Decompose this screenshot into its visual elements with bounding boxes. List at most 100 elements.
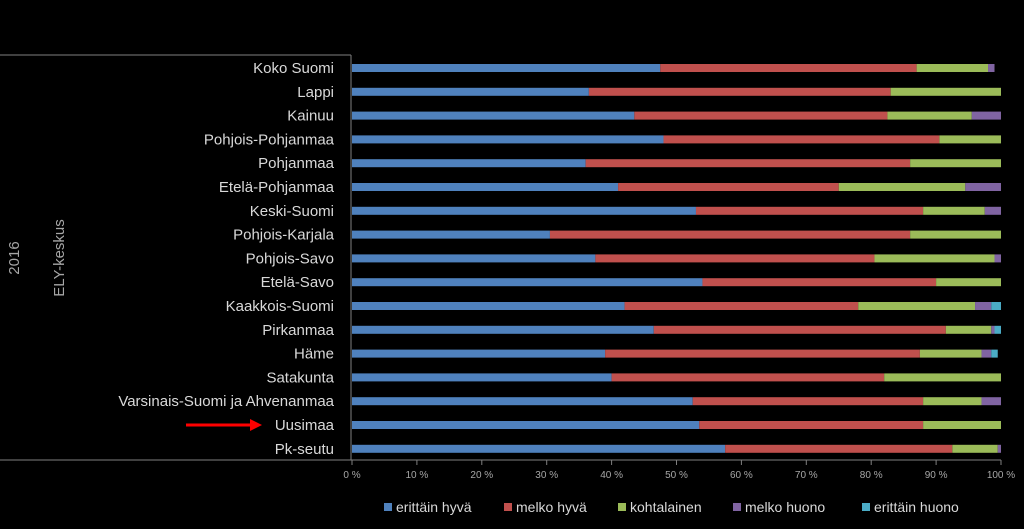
bar-kainuu-melko-huono	[971, 111, 1001, 120]
category-label-varsinais-suomi-ja-ahvenanmaa: Varsinais-Suomi ja Ahvenanmaa	[118, 393, 334, 410]
category-label-pk-seutu: Pk-seutu	[275, 441, 334, 458]
bar-koko-suomi-melko-huono	[988, 64, 995, 72]
bar-pirkanmaa-melko-huono	[991, 325, 995, 334]
bar-keski-suomi-kohtalainen	[923, 206, 985, 215]
bar-pirkanmaa-erittain-hyva	[352, 325, 654, 334]
category-label-lappi: Lappi	[297, 84, 334, 101]
category-labels-group: Koko Suomi Lappi Kainuu Pohjois-Pohjanmaa Po…	[118, 60, 334, 458]
legend-swatch-melko-hyva	[504, 503, 512, 511]
bar-keski-suomi-melko-huono	[984, 206, 1001, 215]
category-label-pohjois-savo: Pohjois-Savo	[246, 250, 334, 267]
x-tick-label: 10 %	[406, 470, 429, 481]
bar-pohjois-savo-erittain-hyva	[352, 254, 596, 263]
bar-pk-seutu-melko-huono	[997, 444, 1001, 453]
bar-koko-suomi-erittain-hyva	[352, 64, 661, 72]
group-label-year: 2016	[6, 241, 23, 274]
legend-swatch-erittain-huono	[862, 503, 870, 511]
bar-etela-pohjanmaa-melko-hyva	[618, 183, 839, 191]
bar-kainuu-erittain-hyva	[352, 111, 635, 120]
bar-pohjois-karjala-melko-hyva	[549, 230, 911, 239]
legend-label-melko-hyva: melko hyvä	[516, 499, 587, 515]
bar-koko-suomi-melko-hyva	[660, 64, 917, 72]
bar-kaakkois-suomi-melko-huono	[975, 302, 992, 310]
category-label-keski-suomi: Keski-Suomi	[250, 203, 334, 220]
bar-etela-savo-melko-hyva	[702, 278, 937, 287]
bar-uusimaa-erittain-hyva	[352, 421, 700, 429]
bar-pohjois-pohjanmaa-melko-hyva	[663, 135, 940, 144]
x-tick-label: 100 %	[987, 470, 1015, 481]
bar-varsinais-suomi-ja-ahvenanmaa-erittain-hyva	[352, 397, 693, 406]
legend-swatch-kohtalainen	[618, 503, 626, 511]
x-tick-label: 90 %	[925, 470, 948, 481]
legend-swatch-erittain-hyva	[384, 503, 392, 511]
legend: erittäin hyvä melko hyvä kohtalainen melko …	[384, 499, 959, 515]
bar-kainuu-kohtalainen	[887, 111, 972, 120]
bar-lappi-kohtalainen	[890, 87, 1001, 96]
bar-hame-erittain-hyva	[352, 349, 606, 358]
bar-etela-pohjanmaa-kohtalainen	[838, 183, 966, 191]
x-tick-label: 30 %	[535, 470, 558, 481]
x-tick-label: 80 %	[860, 470, 883, 481]
bar-pohjanmaa-erittain-hyva	[352, 159, 586, 168]
bar-satakunta-melko-hyva	[611, 373, 885, 382]
x-axis-ticks-group: 0 % 10 % 20 % 30 % 40 % 50 % 60 % 70 % 80 % 90 % 1…	[343, 460, 1015, 481]
bar-pk-seutu-erittain-hyva	[352, 444, 726, 453]
category-label-satakunta: Satakunta	[266, 369, 334, 386]
legend-label-erittain-huono: erittäin huono	[874, 499, 959, 515]
bar-pk-seutu-melko-hyva	[725, 444, 953, 453]
bar-pirkanmaa-kohtalainen	[945, 325, 992, 334]
x-tick-label: 0 %	[343, 470, 360, 481]
legend-swatch-melko-huono	[733, 503, 741, 511]
bar-lappi-melko-hyva	[588, 87, 891, 96]
x-tick-label: 50 %	[665, 470, 688, 481]
legend-label-melko-huono: melko huono	[745, 499, 825, 515]
highlight-arrow-group	[186, 419, 262, 431]
bar-koko-suomi-kohtalainen	[916, 64, 989, 72]
bar-kaakkois-suomi-erittain-huono	[991, 302, 1001, 310]
bars-group	[352, 64, 1002, 453]
bar-uusimaa-kohtalainen	[923, 421, 1001, 429]
bar-pirkanmaa-melko-hyva	[653, 325, 946, 334]
bar-pirkanmaa-erittain-huono	[994, 325, 1001, 334]
legend-label-erittain-hyva: erittäin hyvä	[396, 499, 472, 515]
bar-pohjois-savo-melko-hyva	[595, 254, 875, 263]
category-label-koko-suomi: Koko Suomi	[253, 60, 334, 77]
bar-etela-savo-erittain-hyva	[352, 278, 703, 287]
category-label-pohjois-pohjanmaa: Pohjois-Pohjanmaa	[204, 131, 335, 148]
bar-etela-savo-kohtalainen	[936, 278, 1001, 287]
bar-pohjois-savo-kohtalainen	[874, 254, 995, 263]
bar-pohjanmaa-melko-hyva	[585, 159, 911, 168]
bar-hame-melko-huono	[981, 349, 992, 358]
group-label-dimension: ELY-keskus	[51, 219, 68, 297]
category-label-etela-pohjanmaa: Etelä-Pohjanmaa	[219, 179, 335, 196]
bar-varsinais-suomi-ja-ahvenanmaa-kohtalainen	[923, 397, 982, 406]
bar-kainuu-melko-hyva	[634, 111, 888, 120]
category-label-pohjanmaa: Pohjanmaa	[258, 155, 335, 172]
bar-varsinais-suomi-ja-ahvenanmaa-melko-huono	[981, 397, 1001, 406]
bar-satakunta-kohtalainen	[884, 373, 1001, 382]
x-tick-label: 20 %	[470, 470, 493, 481]
x-tick-label: 70 %	[795, 470, 818, 481]
category-label-kaakkois-suomi: Kaakkois-Suomi	[226, 298, 334, 315]
category-label-etela-savo: Etelä-Savo	[261, 274, 334, 291]
bar-pohjois-savo-melko-huono	[994, 254, 1001, 263]
bar-keski-suomi-melko-hyva	[695, 206, 924, 215]
bar-varsinais-suomi-ja-ahvenanmaa-melko-hyva	[692, 397, 924, 406]
bar-kaakkois-suomi-melko-hyva	[624, 302, 859, 310]
bar-keski-suomi-erittain-hyva	[352, 206, 696, 215]
category-label-kainuu: Kainuu	[287, 108, 334, 125]
bar-pohjois-pohjanmaa-erittain-hyva	[352, 135, 664, 144]
bar-pk-seutu-kohtalainen	[952, 444, 998, 453]
category-label-hame: Häme	[294, 346, 334, 363]
bar-hame-erittain-huono	[991, 349, 998, 358]
bar-satakunta-erittain-hyva	[352, 373, 612, 382]
legend-label-kohtalainen: kohtalainen	[630, 499, 702, 515]
bar-kaakkois-suomi-kohtalainen	[858, 302, 976, 310]
bar-pohjanmaa-kohtalainen	[910, 159, 1001, 168]
bar-hame-kohtalainen	[919, 349, 982, 358]
category-label-uusimaa: Uusimaa	[275, 417, 335, 434]
bar-etela-pohjanmaa-erittain-hyva	[352, 183, 619, 191]
bar-pohjois-karjala-erittain-hyva	[352, 230, 550, 239]
category-label-pohjois-karjala: Pohjois-Karjala	[233, 227, 335, 244]
